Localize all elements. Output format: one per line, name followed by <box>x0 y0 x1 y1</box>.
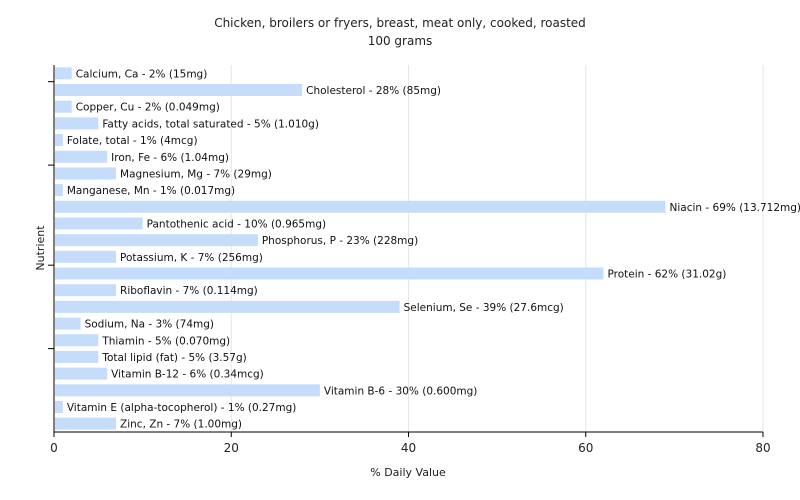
bar-label: Calcium, Ca - 2% (15mg) <box>76 68 208 80</box>
bar <box>55 267 604 280</box>
gridlines <box>230 65 764 432</box>
bar <box>55 200 666 213</box>
bar-label: Copper, Cu - 2% (0.049mg) <box>76 102 220 114</box>
bar <box>55 234 258 247</box>
bar <box>55 417 117 430</box>
bar <box>55 117 99 130</box>
bar-label: Folate, total - 1% (4mcg) <box>67 135 198 147</box>
bar <box>55 67 72 80</box>
bar <box>55 217 143 230</box>
x-tick-label: 0 <box>50 441 58 455</box>
bar-label: Total lipid (fat) - 5% (3.57g) <box>101 352 246 364</box>
y-axis-title: Nutrient <box>34 225 47 271</box>
bar <box>55 400 63 413</box>
bars-group: Calcium, Ca - 2% (15mg) Cholesterol - 28%… <box>55 67 800 431</box>
bar <box>55 84 303 97</box>
bar-label: Vitamin E (alpha-tocopherol) - 1% (0.27m… <box>67 402 296 414</box>
bar-label: Pantothenic acid - 10% (0.965mg) <box>147 218 326 230</box>
bar-label: Thiamin - 5% (0.070mg) <box>101 335 230 347</box>
bar-label: Vitamin B-12 - 6% (0.34mcg) <box>111 369 264 381</box>
bar-label: Cholesterol - 28% (85mg) <box>306 85 441 97</box>
x-tick-label: 60 <box>578 441 593 455</box>
bar-label: Fatty acids, total saturated - 5% (1.010… <box>102 118 319 130</box>
bar-label: Protein - 62% (31.02g) <box>607 269 726 281</box>
bar <box>55 317 81 330</box>
bar-label: Selenium, Se - 39% (27.6mcg) <box>404 302 564 314</box>
bar <box>55 384 320 397</box>
bar-label: Zinc, Zn - 7% (1.00mg) <box>120 419 242 431</box>
x-tick-label: 40 <box>401 441 416 455</box>
bar <box>55 100 72 113</box>
x-tick-label: 80 <box>755 441 770 455</box>
bar-label: Vitamin B-6 - 30% (0.600mg) <box>324 385 478 397</box>
bar-label: Iron, Fe - 6% (1.04mg) <box>111 152 229 164</box>
bar <box>55 367 108 380</box>
bar <box>55 134 63 147</box>
bar-label: Niacin - 69% (13.712mg) <box>670 202 800 214</box>
bar-label: Manganese, Mn - 1% (0.017mg) <box>67 185 235 197</box>
bar <box>55 250 117 263</box>
chart-subtitle: 100 grams <box>368 34 433 48</box>
bar <box>55 350 99 363</box>
bar <box>55 334 99 347</box>
bar-label: Magnesium, Mg - 7% (29mg) <box>120 168 272 180</box>
bar <box>55 167 117 180</box>
bar-label: Riboflavin - 7% (0.114mg) <box>120 285 258 297</box>
chart-title: Chicken, broilers or fryers, breast, mea… <box>214 16 586 30</box>
bar-label: Sodium, Na - 3% (74mg) <box>85 319 214 331</box>
x-tick-label: 20 <box>224 441 239 455</box>
x-axis-title: % Daily Value <box>370 466 446 479</box>
bar-label: Phosphorus, P - 23% (228mg) <box>262 235 418 247</box>
bar <box>55 184 63 197</box>
bar <box>55 284 117 297</box>
bar-label: Potassium, K - 7% (256mg) <box>120 252 263 264</box>
axes-group: 0 20 40 60 80 <box>48 65 771 455</box>
bar <box>55 150 108 163</box>
bar <box>55 300 400 313</box>
